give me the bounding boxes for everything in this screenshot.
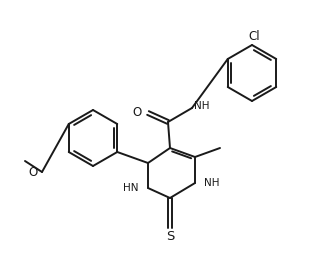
Text: HN: HN xyxy=(124,183,139,193)
Text: O: O xyxy=(29,166,38,179)
Text: Cl: Cl xyxy=(248,31,260,44)
Text: S: S xyxy=(166,230,174,243)
Text: NH: NH xyxy=(194,101,210,111)
Text: NH: NH xyxy=(204,178,220,188)
Text: O: O xyxy=(133,107,142,120)
